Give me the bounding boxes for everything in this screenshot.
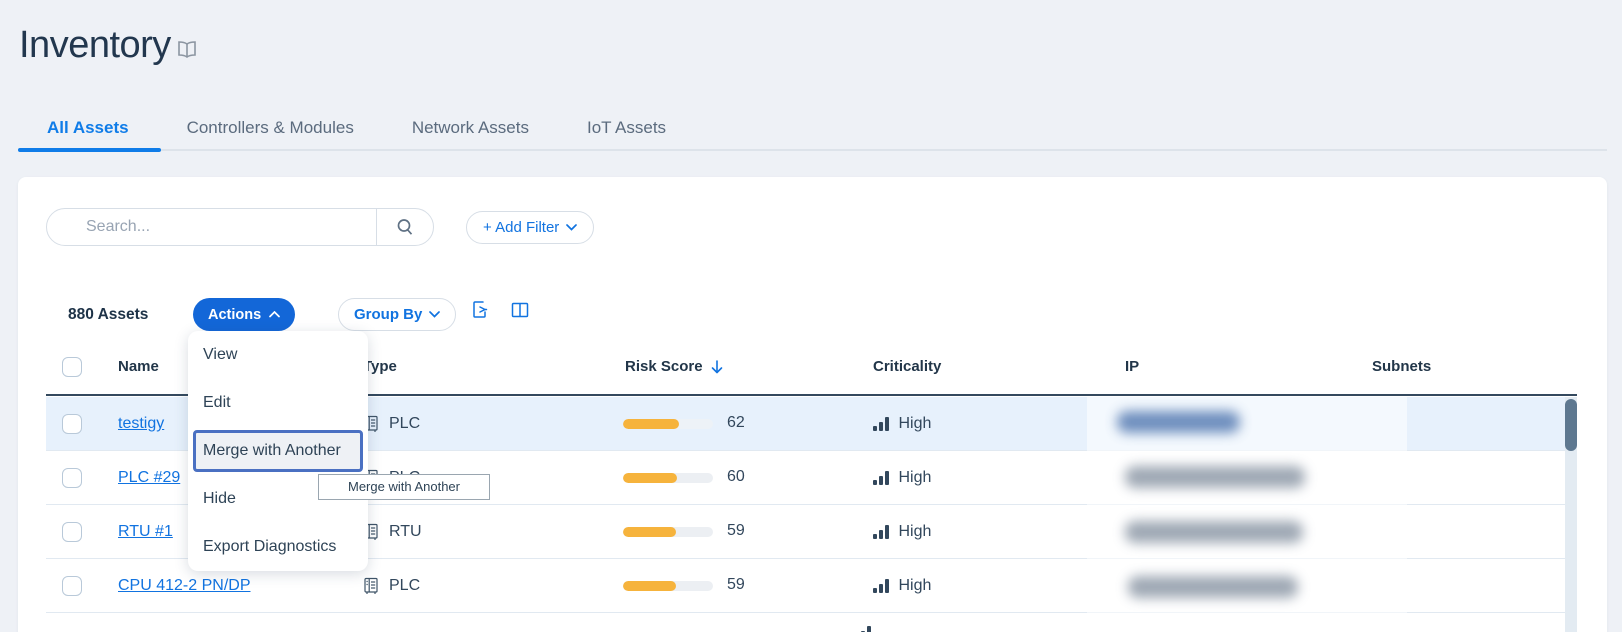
asset-type-label: PLC [389,577,421,594]
search-box [46,208,434,246]
table-header: Name Type Risk Score Criticality IP Subn… [46,340,1565,394]
add-filter-button[interactable]: + Add Filter [466,211,595,244]
add-filter-label: + Add Filter [483,219,560,236]
redacted-ip-value [1117,411,1240,433]
risk-score-bar [623,581,713,591]
columns-icon [511,302,529,318]
actions-label: Actions [208,306,262,323]
criticality-bars-icon [873,471,889,485]
search-icon [397,219,413,235]
row-checkbox[interactable] [62,576,82,596]
risk-score-value: 60 [727,468,745,485]
vertical-scrollbar-track[interactable] [1565,397,1577,632]
asset-type-label: PLC [389,415,421,432]
export-icon [473,301,488,318]
chevron-down-icon [566,224,578,231]
column-header-type[interactable]: Type [363,358,397,375]
risk-score-value: 62 [727,414,745,431]
columns-button[interactable] [510,300,530,320]
plc-device-icon [364,577,378,594]
assets-count: 880 Assets [68,306,149,323]
tab-controllers-modules[interactable]: Controllers & Modules [186,118,354,137]
criticality-label: High [898,469,932,486]
criticality-bars-icon [873,579,889,593]
risk-score-value: 59 [727,576,745,593]
tab-bar: All Assets Controllers & Modules Network… [18,110,695,150]
chevron-down-icon [429,311,441,318]
redacted-ip-value [1125,466,1305,488]
criticality-bars-icon [873,525,889,539]
risk-score-bar [623,527,713,537]
group-by-label: Group By [354,306,423,323]
search-divider [376,209,377,245]
export-button[interactable] [470,300,490,320]
tab-iot-assets[interactable]: IoT Assets [586,118,667,137]
table-header-divider [46,394,1577,396]
risk-score-bar [623,419,713,429]
column-header-name[interactable]: Name [118,358,159,375]
column-header-criticality[interactable]: Criticality [873,358,942,375]
redacted-ip-value [1128,576,1298,598]
menu-item-view[interactable]: View [203,346,238,363]
tab-bar-divider [18,149,1607,151]
menu-item-export-diagnostics[interactable]: Export Diagnostics [203,538,337,555]
chevron-up-icon [269,311,281,318]
select-all-checkbox[interactable] [62,357,82,377]
criticality-bars-icon [873,417,889,431]
menu-item-merge-with-another[interactable]: Merge with Another [193,430,363,472]
ip-redaction-overlay [1087,397,1407,632]
row-checkbox[interactable] [62,468,82,488]
criticality-bars-icon [855,626,871,632]
open-book-icon [176,40,198,65]
merge-tooltip: Merge with Another [318,474,490,500]
risk-score-bar [623,473,713,483]
group-by-button[interactable]: Group By [338,298,457,331]
column-header-subnets[interactable]: Subnets [1372,358,1432,375]
asset-name-link[interactable]: RTU #1 [118,523,173,540]
tab-all-assets[interactable]: All Assets [47,118,129,137]
search-button[interactable] [377,209,433,245]
row-checkbox[interactable] [62,522,82,542]
row-checkbox[interactable] [62,414,82,434]
sort-desc-icon [711,359,722,373]
redacted-ip-value [1125,521,1303,543]
page-title: Inventory [19,24,171,66]
asset-type-label: RTU [389,523,422,540]
risk-score-label: Risk Score [625,358,703,375]
criticality-label: High [898,577,932,594]
asset-name-link[interactable]: testigy [118,415,165,432]
asset-name-link[interactable]: CPU 412-2 PN/DP [118,577,251,594]
tab-network-assets[interactable]: Network Assets [411,118,529,137]
vertical-scrollbar-thumb[interactable] [1565,399,1577,451]
search-input[interactable] [47,218,376,236]
active-tab-underline [18,148,161,152]
risk-score-value: 59 [727,522,745,539]
column-header-risk-score[interactable]: Risk Score [625,358,723,375]
actions-button[interactable]: Actions [193,298,296,331]
criticality-label: High [898,523,932,540]
menu-item-hide[interactable]: Hide [203,490,236,507]
criticality-label: High [898,415,932,432]
actions-dropdown-menu: View Edit Merge with Another Hide Export… [188,331,368,571]
column-header-ip[interactable]: IP [1125,358,1140,375]
menu-item-edit[interactable]: Edit [203,394,231,411]
asset-name-link[interactable]: PLC #29 [118,469,181,486]
